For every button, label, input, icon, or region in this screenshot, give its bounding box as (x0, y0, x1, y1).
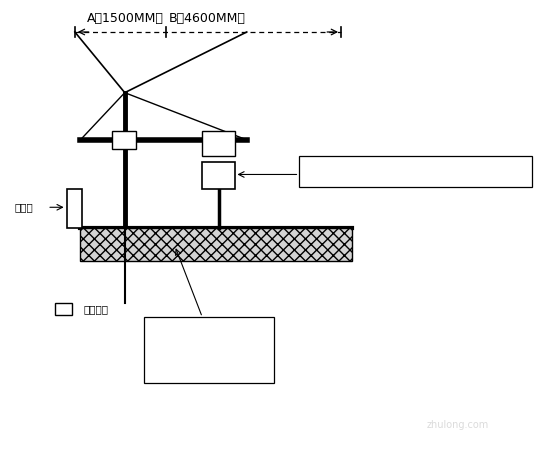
Bar (202, 131, 235, 156)
Text: B（4600MM）: B（4600MM） (169, 12, 246, 25)
Text: 女儿墙: 女儿墙 (15, 202, 33, 212)
Text: 配重每块25公斤全36块: 配重每块25公斤全36块 (375, 167, 456, 177)
Bar (112, 131, 137, 149)
Text: zhulong.com: zhulong.com (426, 420, 488, 430)
Text: 前、后支架底部垒一定
厕度和宽度的木板增加
受力面积来分散力: 前、后支架底部垒一定 厕度和宽度的木板增加 受力面积来分散力 (180, 330, 239, 369)
Bar (300, 157, 532, 187)
Bar (81, 228, 352, 261)
Text: A（1500MM）: A（1500MM） (87, 12, 164, 25)
Bar (202, 162, 235, 189)
Bar (67, 189, 82, 228)
Text: 电动吹篹: 电动吹篹 (83, 304, 108, 314)
Bar (144, 318, 274, 383)
Bar (55, 303, 72, 315)
